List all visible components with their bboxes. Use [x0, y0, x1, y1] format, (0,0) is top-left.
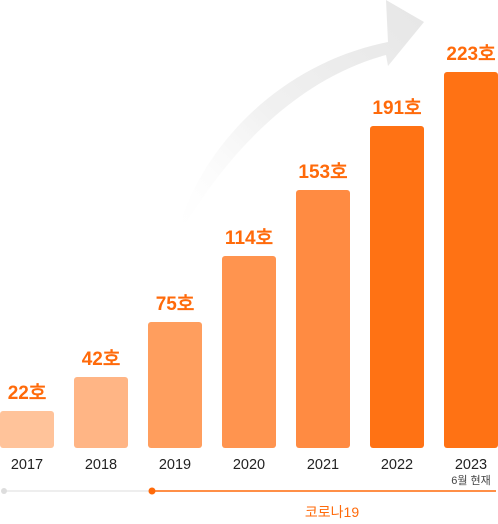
bar-2017: [0, 411, 54, 448]
category-label-2017: 2017: [11, 457, 43, 473]
value-label-2021: 153호: [298, 161, 347, 183]
category-label-2018: 2018: [85, 457, 117, 473]
value-label-2023: 223호: [446, 43, 495, 65]
bar-2020: [222, 256, 276, 448]
category-label-2021: 2021: [307, 457, 339, 473]
category-label-2020: 2020: [233, 457, 265, 473]
value-label-2018: 42호: [82, 348, 121, 370]
category-label-2023: 2023: [455, 457, 487, 473]
covid-range-start-dot: [148, 487, 156, 495]
category-label-2019: 2019: [159, 457, 191, 473]
bar-2022: [370, 126, 424, 448]
timeline-start-dot: [1, 488, 7, 494]
bar-2023: [444, 72, 498, 448]
category-label-2022: 2022: [381, 457, 413, 473]
bar-2021: [296, 190, 350, 448]
value-label-2017: 22호: [8, 382, 47, 404]
category-note: 6월 현재: [451, 474, 491, 487]
value-label-2020: 114호: [225, 227, 273, 249]
bar-2018: [74, 377, 128, 448]
value-label-2019: 75호: [156, 293, 195, 315]
bar-2019: [148, 322, 202, 448]
value-label-2022: 191호: [372, 97, 421, 119]
covid-range-label: 코로나19: [305, 504, 359, 520]
trend-arrow-icon: [174, 0, 424, 244]
